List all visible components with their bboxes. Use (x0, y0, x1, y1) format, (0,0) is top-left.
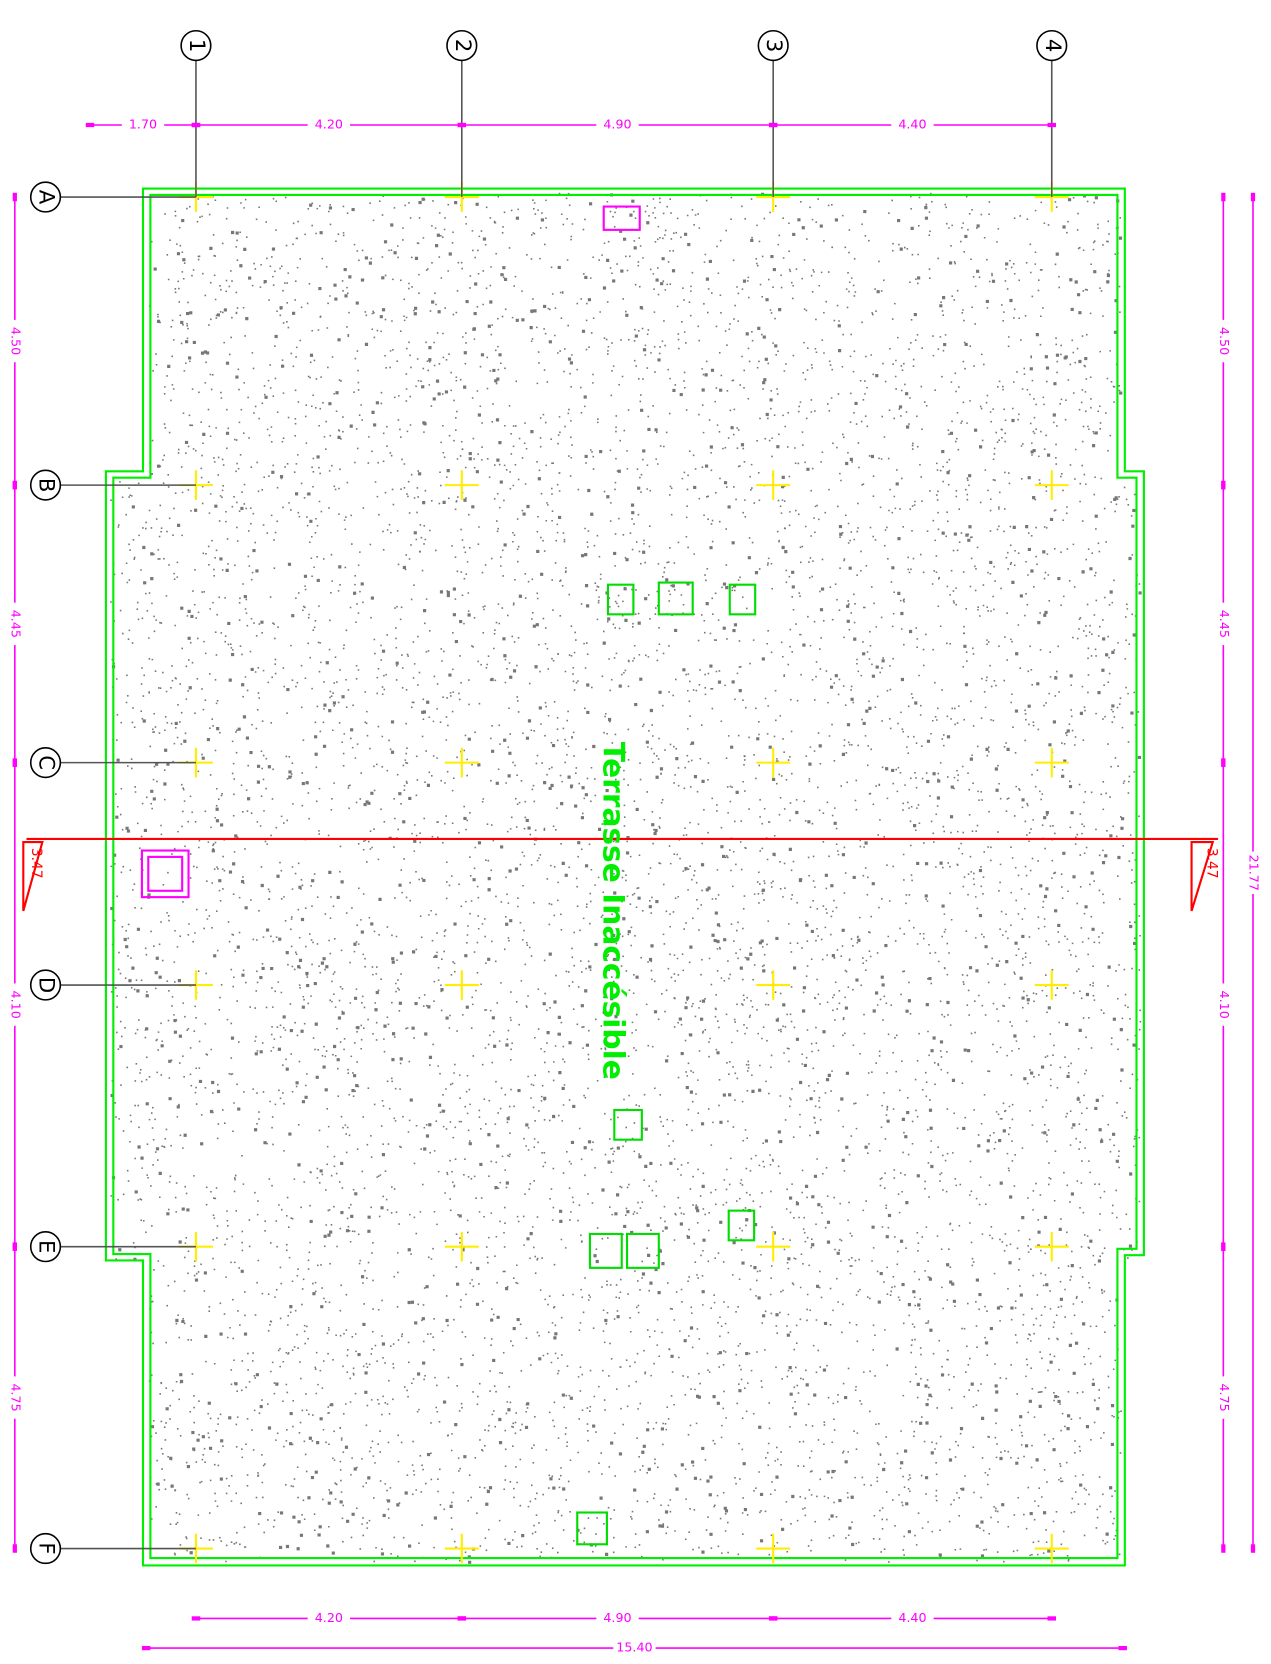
column-cross (1035, 1232, 1069, 1262)
axis-label: B (35, 478, 60, 493)
axis-label: 3 (762, 39, 787, 52)
axis-label: 2 (451, 39, 476, 52)
column-cross (445, 970, 479, 1000)
axis-label: F (35, 1542, 60, 1554)
page: Terrasse Inaccésible 1 2 3 4 A B C D E F 1.70 4.20 4… (0, 0, 1271, 1664)
dimension-text: 4.40 (898, 1610, 926, 1625)
dimension-text: 4.40 (898, 117, 926, 132)
level-text: 3.47 (28, 848, 44, 879)
axis-label: C (35, 755, 60, 770)
column-cross (756, 748, 790, 778)
column-cross (445, 470, 479, 500)
dimension-text: 4.50 (8, 327, 23, 355)
dimension-text: 4.75 (8, 1383, 23, 1411)
area-label: Terrasse Inaccésible (597, 742, 632, 1080)
axis-label: 4 (1041, 39, 1066, 52)
openings (142, 207, 640, 898)
column-cross (1035, 470, 1069, 500)
column-cross (445, 748, 479, 778)
dimension-text: 1.70 (129, 117, 157, 132)
dimension-text: 15.40 (616, 1640, 652, 1655)
dimension-text: 4.10 (8, 990, 23, 1018)
dimension-text: 4.90 (603, 117, 631, 132)
axis-label: A (35, 190, 60, 205)
column-cross (756, 470, 790, 500)
axis-label: 1 (185, 39, 210, 52)
dimension-text: 4.50 (1217, 327, 1232, 355)
column-cross (445, 1232, 479, 1262)
axis-label: E (35, 1240, 60, 1253)
column-cross (1035, 970, 1069, 1000)
column-cross (756, 1232, 790, 1262)
column-cross (756, 970, 790, 1000)
floor-plan: Terrasse Inaccésible 1 2 3 4 A B C D E F 1.70 4.20 4… (0, 0, 1271, 1664)
dimension-text: 4.45 (8, 610, 23, 638)
dimension-text: 4.10 (1217, 990, 1232, 1018)
level-text: 3.47 (1203, 848, 1219, 879)
dimension-text: 4.75 (1217, 1383, 1232, 1411)
dimension-text: 4.20 (315, 117, 343, 132)
dimension-text: 4.90 (603, 1610, 631, 1625)
dimension-text: 4.45 (1217, 610, 1232, 638)
dimension-text: 4.20 (315, 1610, 343, 1625)
dimension-text: 21.77 (1246, 855, 1261, 891)
axis-label: D (35, 977, 60, 993)
column-cross (1035, 748, 1069, 778)
